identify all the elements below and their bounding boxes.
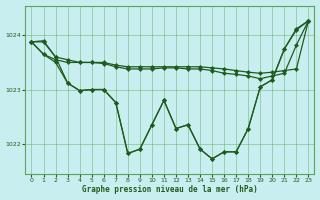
X-axis label: Graphe pression niveau de la mer (hPa): Graphe pression niveau de la mer (hPa) (82, 185, 258, 194)
